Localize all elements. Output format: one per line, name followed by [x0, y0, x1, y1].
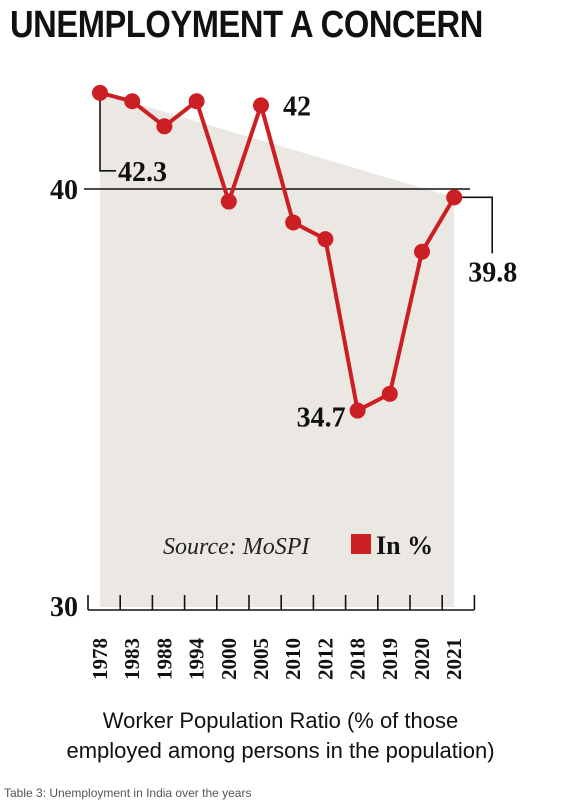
source-label: Source: MoSPI	[163, 534, 310, 560]
x-tick-label-1988: 1988	[152, 638, 176, 680]
annotation-leaders	[99, 92, 494, 254]
x-axis-label: Worker Population Ratio (% of those empl…	[0, 706, 561, 766]
x-axis-ticks	[87, 595, 476, 610]
x-tick-label-1978: 1978	[88, 638, 112, 680]
y-tick-label-40: 40	[50, 175, 78, 206]
x-tick-label-2005: 2005	[249, 638, 273, 680]
data-point-2021	[446, 189, 463, 206]
data-point-1983	[124, 93, 141, 110]
legend-label: In %	[376, 531, 433, 560]
legend-swatch	[351, 534, 371, 554]
line-chart: 30 40 1978 1983 1988 1994 2000 2005 2010 2012 20…	[50, 84, 517, 681]
data-point-2005	[253, 97, 269, 114]
x-axis-label-line-1: Worker Population Ratio (% of those	[102, 708, 459, 733]
x-axis-label-line-2: employed among persons in the population…	[66, 738, 495, 763]
y-tick-label-30: 30	[50, 592, 78, 623]
x-tick-label-1994: 1994	[185, 638, 209, 681]
data-label-1978: 42.3	[118, 157, 167, 188]
x-tick-label-2012: 2012	[313, 638, 337, 680]
x-tick-label-2000: 2000	[217, 638, 241, 680]
data-annotations: 42.3 42 34.7 39.8	[118, 91, 517, 433]
data-label-2021: 39.8	[468, 257, 517, 288]
x-tick-label-2019: 2019	[378, 638, 402, 680]
data-point-2019	[381, 385, 398, 402]
x-tick-label-1983: 1983	[120, 638, 144, 680]
data-point-1994	[188, 93, 205, 110]
x-tick-label-2010: 2010	[281, 638, 305, 680]
data-points	[92, 84, 463, 419]
leader-first	[99, 92, 116, 172]
data-point-2010	[285, 214, 302, 231]
data-point-2000	[220, 193, 237, 210]
data-label-2005: 42	[283, 91, 311, 122]
area-fill	[100, 92, 455, 608]
data-point-1988	[156, 118, 173, 135]
chart-title: UNEMPLOYMENT A CONCERN	[10, 4, 483, 46]
data-point-2018	[349, 402, 366, 419]
figure-caption: Table 3: Unemployment in India over the …	[4, 786, 252, 800]
data-point-2020	[414, 243, 430, 260]
x-tick-label-2018: 2018	[346, 638, 370, 680]
data-label-2018: 34.7	[297, 403, 346, 434]
leader-last	[454, 196, 494, 254]
x-tick-label-2021: 2021	[442, 638, 466, 680]
data-point-2012	[317, 231, 334, 248]
x-tick-label-2020: 2020	[410, 638, 434, 680]
data-point-1978	[92, 84, 108, 101]
x-tick-labels: 1978 1983 1988 1994 2000 2005 2010 2012 2018 2019…	[88, 638, 466, 681]
